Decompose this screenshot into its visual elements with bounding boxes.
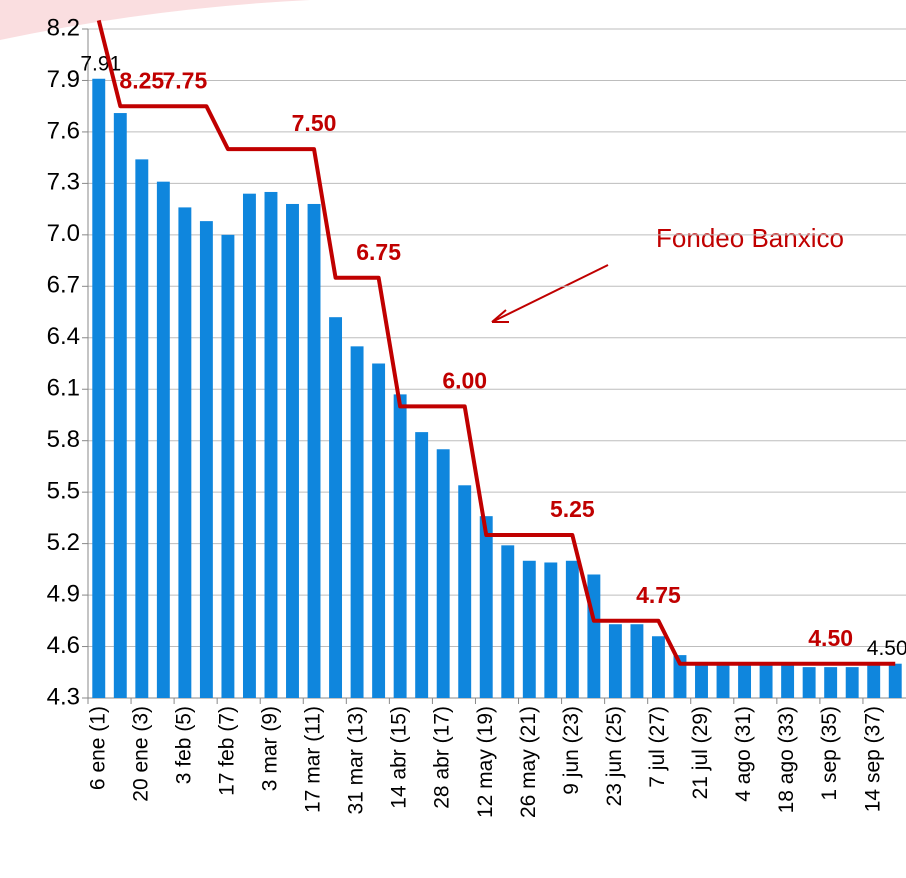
y-tick-label: 4.3: [47, 683, 80, 710]
bar: [92, 78, 106, 698]
bar: [695, 661, 708, 698]
y-tick-label: 7.3: [47, 169, 80, 196]
bar: [565, 560, 579, 698]
x-tick-label: 31 mar (13): [345, 706, 368, 815]
data-label: 7.91: [80, 52, 121, 75]
bar: [587, 574, 601, 698]
bar: [479, 516, 493, 698]
y-tick-label: 4.9: [47, 580, 80, 607]
x-tick-label: 4 ago (31): [732, 706, 755, 802]
bar: [264, 191, 278, 698]
bar: [350, 346, 364, 698]
y-tick-label: 4.6: [47, 632, 80, 659]
bar: [113, 113, 127, 699]
x-tick-label: 17 mar (11): [302, 706, 325, 813]
x-tick-label: 3 mar (9): [259, 706, 282, 791]
line: [96, 19, 896, 666]
data-label: 6.75: [356, 239, 401, 265]
x-tick-label: 14 abr (15): [388, 706, 411, 809]
bar: [651, 636, 665, 698]
data-label: 4.50: [808, 625, 853, 651]
y-tick-label: 5.5: [47, 477, 80, 504]
bar: [329, 317, 343, 698]
bar: [781, 665, 795, 698]
bar: [608, 624, 622, 698]
bar: [415, 432, 429, 698]
bar: [802, 667, 816, 698]
y-tick-label: 6.7: [47, 272, 80, 299]
bar: [393, 394, 407, 698]
data-label: 4.50: [867, 637, 906, 660]
arrow-head: [491, 309, 509, 323]
bar: [372, 363, 386, 698]
y-tick-label: 8.2: [47, 14, 80, 41]
x-tick-label: 17 feb (7): [215, 706, 238, 796]
y-tick-label: 5.8: [47, 426, 80, 453]
bar: [286, 203, 299, 698]
x-tick-label: 6 ene (1): [86, 706, 109, 790]
x-tick-label: 7 jul (27): [646, 706, 669, 788]
bar: [135, 159, 149, 698]
bar: [156, 181, 170, 698]
data-label: 5.25: [550, 496, 595, 522]
bar: [716, 661, 730, 698]
x-tick-label: 14 sep (37): [861, 706, 884, 812]
y-tick-label: 7.9: [47, 66, 80, 93]
bar: [221, 234, 235, 698]
x-tick-label: 3 feb (5): [172, 706, 195, 784]
data-label: 8.25: [119, 67, 164, 93]
arrow: [491, 264, 609, 323]
bar: [867, 663, 881, 698]
bar: [199, 221, 213, 698]
bar: [522, 560, 536, 698]
bar: [888, 663, 902, 698]
data-label: 7.75: [162, 67, 207, 93]
data-label: 6.00: [442, 367, 487, 393]
y-tick-label: 5.2: [47, 529, 80, 556]
bar: [845, 667, 859, 698]
x-tick-label: 12 may (19): [474, 706, 497, 818]
y-tick-label: 7.6: [47, 117, 80, 144]
bar: [307, 203, 321, 698]
y-tick-label: 7.0: [47, 220, 80, 247]
bar: [759, 663, 773, 698]
bar: [178, 207, 192, 698]
x-tick-label: 21 jul (29): [689, 706, 712, 799]
bar: [824, 667, 838, 698]
bar: [738, 663, 752, 698]
data-label: 4.75: [636, 582, 681, 608]
bar: [630, 624, 644, 698]
x-tick-label: 18 ago (33): [775, 706, 798, 813]
bar: [673, 655, 687, 698]
x-tick-label: 23 jun (25): [603, 706, 626, 806]
x-tick-label: 26 may (21): [517, 706, 540, 818]
x-tick-label: 1 sep (35): [818, 706, 841, 801]
x-tick-label: 20 ene (3): [129, 706, 152, 802]
data-label: 7.50: [292, 110, 337, 136]
bar: [436, 449, 450, 698]
y-tick-label: 6.4: [47, 323, 80, 350]
y-tick-label: 6.1: [47, 375, 80, 402]
x-tick-label: 9 jun (23): [560, 706, 583, 795]
legend-label: Fondeo Banxico: [656, 223, 844, 253]
bar: [242, 193, 256, 698]
bar: [544, 562, 558, 698]
bar: [458, 485, 472, 698]
decoration: [0, 0, 310, 40]
bar: [501, 545, 515, 698]
x-tick-label: 28 abr (17): [431, 706, 454, 809]
